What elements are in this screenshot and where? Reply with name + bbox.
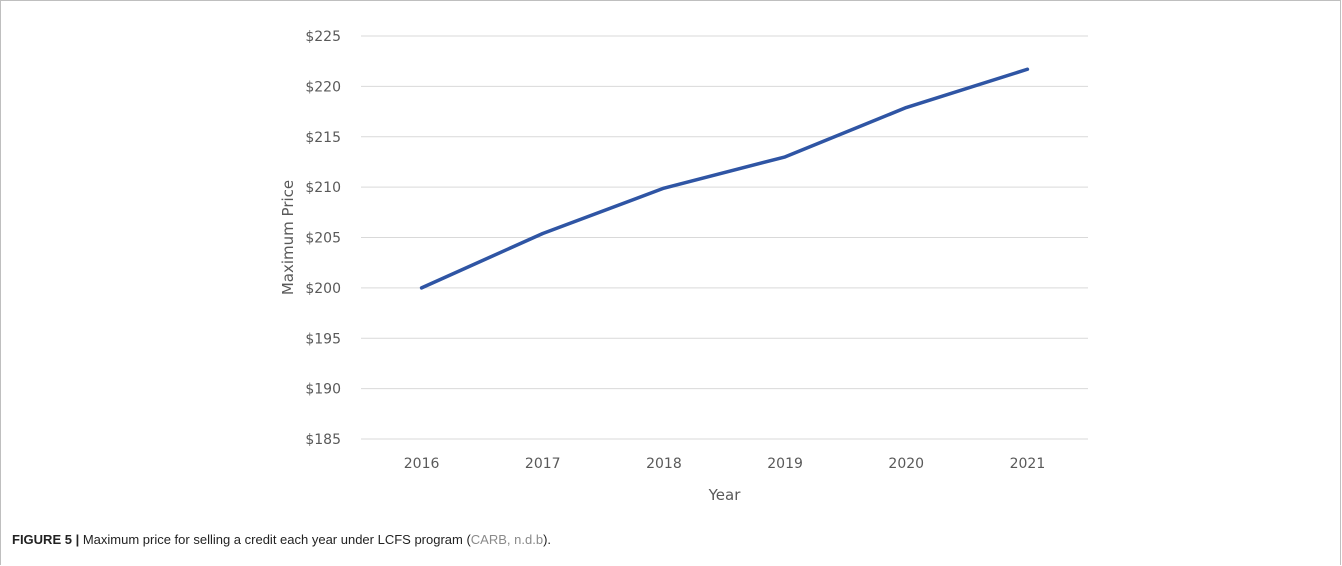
y-tick-label: $200 [305, 281, 341, 297]
data-point [662, 186, 666, 190]
data-point [420, 286, 424, 290]
y-tick-label: $215 [305, 130, 341, 146]
y-tick-label: $185 [305, 432, 341, 448]
series-line [419, 67, 1030, 290]
line-chart: $185 $190 $195 $200 $205 $210 $215 $220 $225 201… [279, 29, 1088, 504]
data-point [783, 155, 787, 159]
y-tick-label: $225 [305, 29, 341, 45]
x-tick-label: 2018 [646, 456, 682, 472]
y-axis-title: Maximum Price [279, 180, 297, 295]
y-tick-label: $220 [305, 79, 341, 95]
caption-text: Maximum price for selling a credit each … [79, 532, 471, 547]
data-point [541, 231, 545, 235]
figure-label: FIGURE 5 | [12, 532, 80, 547]
data-point [1025, 67, 1029, 71]
x-tick-labels: 2016 2017 2018 2019 2020 2021 [404, 456, 1045, 472]
x-tick-label: 2016 [404, 456, 440, 472]
y-tick-label: $195 [305, 331, 341, 347]
gridlines [361, 35, 1088, 440]
series-group [419, 67, 1030, 290]
y-tick-label: $190 [305, 382, 341, 398]
y-tick-labels: $185 $190 $195 $200 $205 $210 $215 $220 $225 [305, 29, 341, 448]
x-axis-title: Year [708, 486, 742, 504]
x-tick-label: 2021 [1010, 456, 1046, 472]
x-tick-label: 2019 [767, 456, 803, 472]
data-point [904, 106, 908, 110]
y-tick-label: $205 [305, 231, 341, 247]
citation-link[interactable]: CARB, n.d.b [470, 532, 544, 547]
x-tick-label: 2020 [888, 456, 924, 472]
x-tick-label: 2017 [525, 456, 561, 472]
figure-caption: FIGURE 5 | Maximum price for selling a c… [12, 532, 551, 547]
y-tick-label: $210 [305, 180, 341, 196]
caption-close: ). [543, 532, 552, 547]
